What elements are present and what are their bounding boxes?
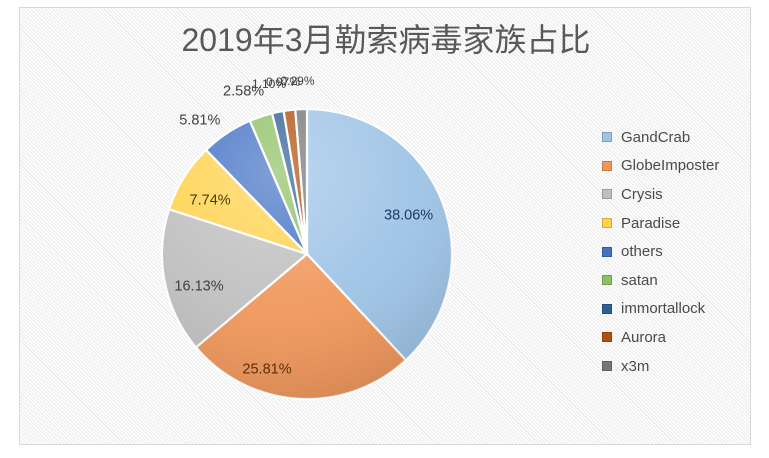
svg-text:25.81%: 25.81% (242, 361, 291, 377)
svg-text:7.74%: 7.74% (190, 192, 231, 208)
svg-text:0.29%: 0.29% (280, 74, 314, 88)
svg-text:5.81%: 5.81% (179, 113, 220, 129)
svg-text:16.13%: 16.13% (174, 278, 223, 294)
svg-text:38.06%: 38.06% (384, 208, 433, 224)
